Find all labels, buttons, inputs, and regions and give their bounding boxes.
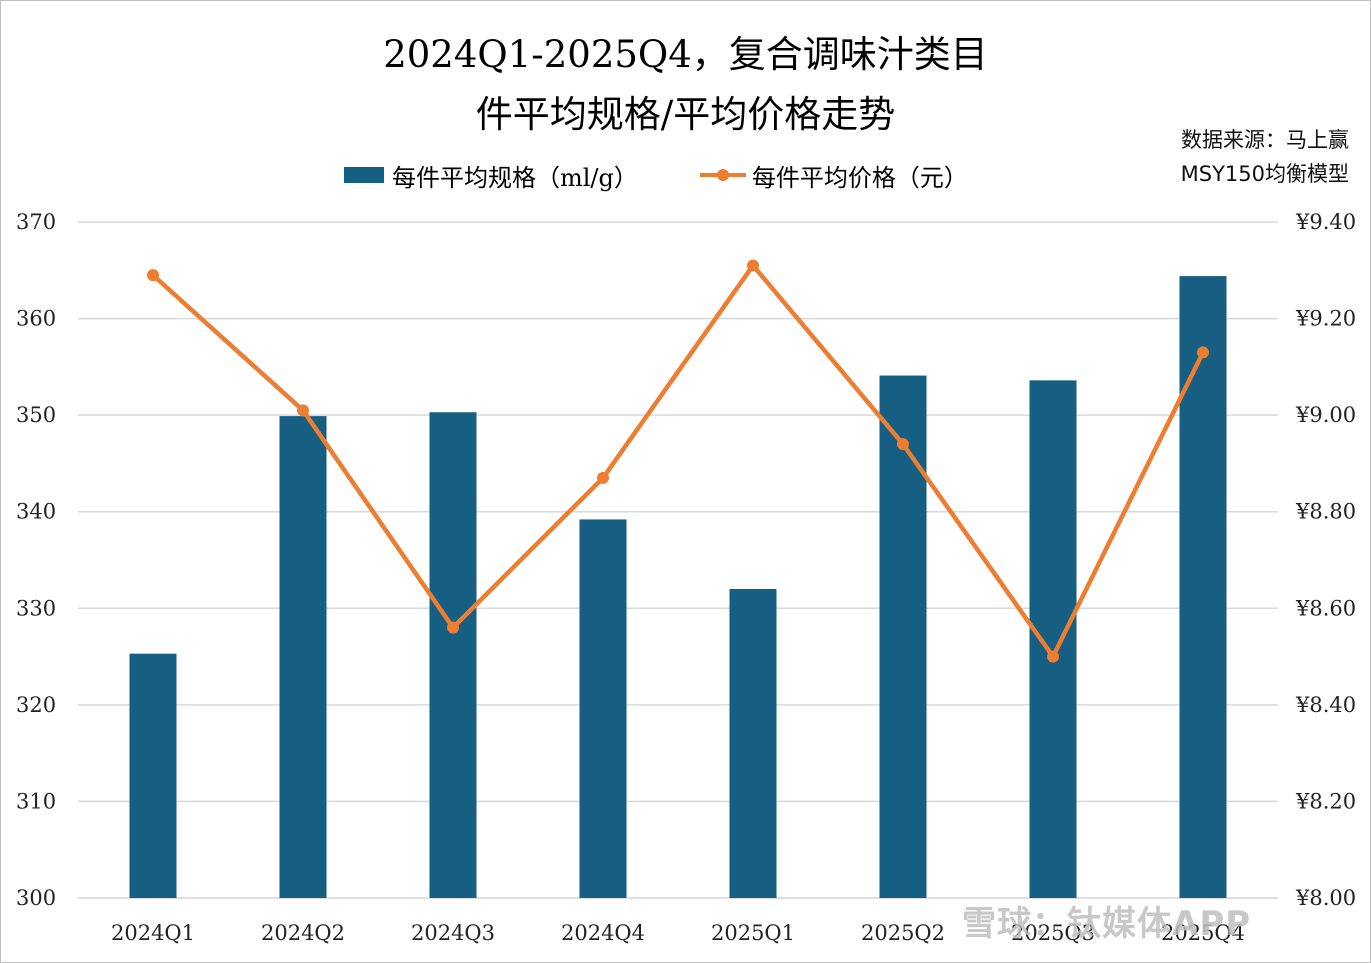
price-point-2024Q3 bbox=[447, 621, 459, 634]
x-tick-label: 2025Q3 bbox=[1011, 921, 1095, 945]
y-right-tick-label: ¥9.20 bbox=[1295, 307, 1356, 331]
legend-swatch-bar bbox=[344, 167, 384, 183]
bar-size-2025Q4 bbox=[1179, 276, 1227, 899]
x-tick-label: 2025Q4 bbox=[1161, 921, 1245, 945]
legend-label-size: 每件平均规格（ml/g） bbox=[392, 163, 638, 192]
y-left-tick-label: 370 bbox=[16, 210, 56, 234]
price-line bbox=[150, 263, 1206, 659]
price-point-2025Q4 bbox=[1197, 346, 1209, 359]
y-right-tick-label: ¥8.40 bbox=[1295, 693, 1356, 717]
watermark: 雪球：钛媒体APP bbox=[962, 904, 1252, 944]
legend-label-price: 每件平均价格（元） bbox=[751, 163, 968, 192]
price-point-2025Q3 bbox=[1047, 650, 1059, 663]
y-left-tick-label: 310 bbox=[16, 789, 56, 813]
bar-size-2024Q2 bbox=[279, 416, 327, 898]
x-tick-label: 2025Q2 bbox=[861, 921, 945, 945]
chart-title-line2: 件平均规格/平均价格走势 bbox=[475, 93, 896, 136]
legend-item-price: 每件平均价格（元） bbox=[699, 158, 968, 193]
y-right-tick-label: ¥8.20 bbox=[1295, 789, 1356, 813]
bar-size-2025Q3 bbox=[1029, 380, 1077, 898]
y-left-tick-label: 330 bbox=[16, 596, 56, 620]
bar-size-2024Q3 bbox=[429, 412, 477, 898]
y-left-tick-label: 350 bbox=[16, 403, 56, 427]
legend-swatch-line bbox=[699, 167, 746, 183]
bar-size-2025Q2 bbox=[879, 375, 927, 898]
bar-size-2025Q1 bbox=[729, 588, 777, 898]
y-right-tick-label: ¥9.40 bbox=[1295, 210, 1356, 234]
x-tick-label: 2024Q3 bbox=[411, 921, 495, 945]
y-left-tick-label: 340 bbox=[16, 500, 56, 524]
y-left-tick-label: 360 bbox=[16, 307, 56, 331]
legend-item-size: 每件平均规格（ml/g） bbox=[344, 158, 638, 193]
y-right-tick-label: ¥8.60 bbox=[1295, 596, 1356, 620]
source-model: MSY150均衡模型 bbox=[1180, 162, 1349, 186]
price-point-2024Q2 bbox=[297, 404, 309, 417]
legend: 每件平均规格（ml/g） 每件平均价格（元） bbox=[344, 158, 1030, 192]
price-point-2025Q2 bbox=[897, 438, 909, 451]
price-point-2025Q1 bbox=[747, 259, 759, 272]
bar-size-2024Q1 bbox=[129, 653, 177, 898]
bar-size-2024Q4 bbox=[579, 519, 627, 898]
chart-title-line1: 2024Q1-2025Q4，复合调味汁类目 bbox=[383, 33, 988, 76]
y-right-tick-label: ¥9.00 bbox=[1295, 403, 1356, 427]
x-tick-label: 2024Q4 bbox=[561, 921, 645, 945]
price-point-2024Q4 bbox=[597, 471, 609, 484]
x-tick-label: 2024Q2 bbox=[261, 921, 345, 945]
x-tick-label: 2025Q1 bbox=[711, 921, 795, 945]
y-right-tick-label: ¥8.80 bbox=[1295, 500, 1356, 524]
y-left-tick-label: 320 bbox=[16, 693, 56, 717]
y-right-tick-label: ¥8.00 bbox=[1295, 886, 1356, 910]
x-tick-label: 2024Q1 bbox=[111, 921, 195, 945]
y-left-tick-label: 300 bbox=[16, 886, 56, 910]
source-label: 数据来源：马上赢 bbox=[1181, 128, 1349, 152]
price-point-2024Q1 bbox=[147, 269, 159, 282]
